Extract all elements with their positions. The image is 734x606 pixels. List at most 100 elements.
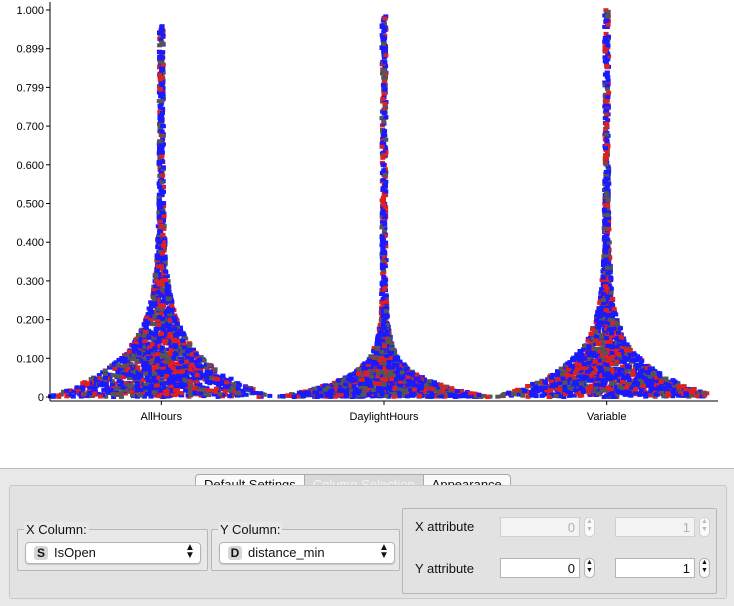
data-point <box>224 380 230 385</box>
data-point <box>157 373 163 377</box>
data-point <box>574 352 580 357</box>
data-point <box>113 392 119 397</box>
data-point <box>380 262 386 267</box>
data-point <box>147 309 153 314</box>
data-point <box>148 360 154 365</box>
data-point <box>174 338 180 343</box>
data-point <box>383 179 389 184</box>
data-point <box>157 54 163 59</box>
data-point <box>156 90 162 95</box>
data-point <box>300 394 306 399</box>
data-point <box>405 374 411 379</box>
data-point <box>605 344 611 348</box>
data-point <box>606 240 612 245</box>
data-point <box>602 44 608 49</box>
data-point <box>159 129 165 134</box>
data-point <box>150 337 156 342</box>
data-point <box>135 333 141 337</box>
data-point <box>548 388 554 393</box>
data-point <box>155 297 161 302</box>
data-point <box>118 374 124 379</box>
data-point <box>640 364 646 368</box>
data-point <box>145 320 151 325</box>
data-point <box>173 361 179 366</box>
data-point <box>608 384 614 389</box>
data-point <box>584 386 590 391</box>
data-point <box>449 386 455 391</box>
data-point <box>120 385 126 390</box>
data-point <box>193 352 199 357</box>
data-point <box>135 365 141 370</box>
data-point <box>380 186 386 190</box>
data-point <box>212 389 218 394</box>
data-point <box>617 354 623 359</box>
data-point <box>525 384 531 388</box>
data-point <box>158 118 164 123</box>
data-point <box>134 358 140 363</box>
data-point <box>379 234 385 239</box>
data-point <box>87 385 93 390</box>
data-point <box>159 75 165 80</box>
data-point <box>645 382 651 387</box>
data-point <box>156 181 162 186</box>
data-point <box>410 380 416 385</box>
data-point <box>577 393 583 398</box>
data-point <box>167 292 173 297</box>
data-point <box>324 393 330 398</box>
data-point <box>243 386 249 391</box>
data-point <box>399 370 405 375</box>
data-point <box>185 387 191 392</box>
data-point <box>429 386 435 391</box>
data-point <box>604 74 610 79</box>
data-point <box>156 192 162 197</box>
data-point <box>375 337 380 342</box>
data-point <box>120 364 126 369</box>
data-point <box>196 364 201 369</box>
data-point <box>161 226 167 231</box>
data-point <box>348 383 354 388</box>
data-point <box>603 279 609 283</box>
data-point <box>374 341 380 346</box>
data-point <box>368 354 374 359</box>
data-point <box>168 345 174 350</box>
data-point <box>123 388 129 393</box>
data-point <box>84 393 90 398</box>
data-point <box>61 389 66 394</box>
data-point <box>148 348 154 353</box>
data-point <box>605 78 611 83</box>
data-point <box>629 385 635 390</box>
data-point <box>609 303 615 308</box>
data-point <box>434 385 440 389</box>
data-point <box>602 80 608 85</box>
data-point <box>126 349 132 354</box>
data-point <box>608 308 614 313</box>
data-point <box>138 393 144 398</box>
data-point <box>148 318 154 323</box>
data-point <box>593 354 599 358</box>
data-point <box>174 321 180 326</box>
data-point <box>155 369 161 373</box>
data-point <box>164 354 170 359</box>
data-point <box>178 328 184 333</box>
data-point <box>361 380 367 385</box>
data-point <box>381 83 387 88</box>
data-point <box>148 390 154 395</box>
data-point <box>375 371 381 376</box>
data-point <box>333 394 339 399</box>
data-point <box>395 369 401 374</box>
data-point <box>398 383 404 388</box>
data-point <box>429 390 435 395</box>
data-point <box>160 137 166 142</box>
data-point <box>90 385 96 390</box>
data-point <box>151 390 157 395</box>
data-point <box>161 243 167 248</box>
data-point <box>138 358 144 363</box>
data-point <box>124 372 130 377</box>
data-point <box>638 375 644 380</box>
data-point <box>107 365 112 370</box>
data-point <box>634 366 640 371</box>
data-point <box>180 369 186 374</box>
data-point <box>382 255 387 260</box>
data-point <box>555 384 561 389</box>
data-point <box>56 393 62 398</box>
